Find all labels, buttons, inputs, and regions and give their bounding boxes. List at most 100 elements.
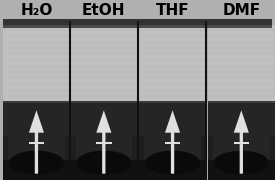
Bar (208, 136, 213, 180)
Ellipse shape (82, 89, 84, 91)
Ellipse shape (174, 41, 175, 43)
Ellipse shape (216, 59, 218, 61)
Ellipse shape (127, 41, 129, 43)
Ellipse shape (37, 53, 39, 55)
Ellipse shape (220, 53, 222, 55)
Ellipse shape (120, 53, 122, 55)
Ellipse shape (90, 53, 92, 55)
Ellipse shape (131, 65, 133, 67)
Ellipse shape (200, 53, 202, 55)
Ellipse shape (41, 35, 43, 37)
Ellipse shape (67, 53, 69, 55)
Ellipse shape (174, 29, 175, 31)
Ellipse shape (101, 47, 103, 49)
Ellipse shape (174, 89, 175, 91)
Ellipse shape (7, 95, 9, 97)
Ellipse shape (109, 29, 110, 31)
Ellipse shape (120, 29, 122, 31)
Ellipse shape (127, 59, 129, 61)
Ellipse shape (162, 29, 164, 31)
Ellipse shape (239, 35, 240, 37)
Ellipse shape (269, 41, 270, 43)
Ellipse shape (239, 29, 240, 31)
Ellipse shape (41, 89, 43, 91)
Ellipse shape (224, 59, 225, 61)
Ellipse shape (94, 77, 95, 79)
Ellipse shape (147, 35, 149, 37)
Ellipse shape (64, 41, 65, 43)
Ellipse shape (105, 65, 106, 67)
Ellipse shape (162, 41, 164, 43)
Ellipse shape (246, 65, 248, 67)
Ellipse shape (147, 71, 149, 73)
Ellipse shape (15, 47, 17, 49)
Ellipse shape (49, 41, 50, 43)
Ellipse shape (123, 59, 125, 61)
Ellipse shape (155, 65, 156, 67)
Ellipse shape (224, 47, 225, 49)
Ellipse shape (4, 71, 6, 73)
Ellipse shape (56, 95, 58, 97)
Ellipse shape (127, 29, 129, 31)
Ellipse shape (216, 95, 218, 97)
Ellipse shape (151, 47, 153, 49)
Ellipse shape (34, 59, 35, 61)
Ellipse shape (272, 53, 274, 55)
Ellipse shape (90, 47, 92, 49)
Ellipse shape (135, 77, 136, 79)
Ellipse shape (60, 65, 62, 67)
Ellipse shape (209, 35, 210, 37)
Ellipse shape (269, 95, 270, 97)
Ellipse shape (185, 53, 186, 55)
Ellipse shape (109, 53, 110, 55)
Ellipse shape (79, 41, 80, 43)
Ellipse shape (155, 41, 156, 43)
Ellipse shape (257, 29, 259, 31)
Ellipse shape (246, 77, 248, 79)
Ellipse shape (216, 29, 218, 31)
Ellipse shape (131, 29, 133, 31)
Ellipse shape (254, 89, 255, 91)
Ellipse shape (86, 83, 88, 85)
Ellipse shape (60, 41, 62, 43)
Ellipse shape (23, 47, 24, 49)
Ellipse shape (192, 35, 194, 37)
Ellipse shape (272, 77, 274, 79)
Ellipse shape (37, 77, 39, 79)
Ellipse shape (79, 65, 80, 67)
Ellipse shape (131, 59, 133, 61)
Ellipse shape (144, 35, 145, 37)
Ellipse shape (192, 29, 194, 31)
Ellipse shape (19, 47, 20, 49)
Ellipse shape (67, 71, 69, 73)
Ellipse shape (196, 47, 198, 49)
Ellipse shape (272, 83, 274, 85)
Ellipse shape (101, 89, 103, 91)
Ellipse shape (192, 83, 194, 85)
Ellipse shape (140, 29, 142, 31)
Ellipse shape (60, 71, 62, 73)
Ellipse shape (216, 35, 218, 37)
Ellipse shape (94, 83, 95, 85)
Ellipse shape (135, 41, 136, 43)
Ellipse shape (26, 29, 28, 31)
Text: DMF: DMF (222, 3, 260, 18)
Ellipse shape (120, 83, 122, 85)
Ellipse shape (116, 89, 118, 91)
Ellipse shape (4, 29, 6, 31)
Ellipse shape (185, 95, 186, 97)
Ellipse shape (64, 35, 65, 37)
Ellipse shape (49, 89, 50, 91)
Ellipse shape (60, 53, 62, 55)
Ellipse shape (192, 95, 194, 97)
Ellipse shape (11, 77, 13, 79)
Ellipse shape (11, 65, 13, 67)
Ellipse shape (239, 89, 240, 91)
Ellipse shape (254, 59, 255, 61)
Ellipse shape (45, 35, 47, 37)
Ellipse shape (177, 89, 179, 91)
Ellipse shape (34, 53, 35, 55)
Ellipse shape (75, 29, 76, 31)
Ellipse shape (261, 71, 263, 73)
Ellipse shape (261, 59, 263, 61)
